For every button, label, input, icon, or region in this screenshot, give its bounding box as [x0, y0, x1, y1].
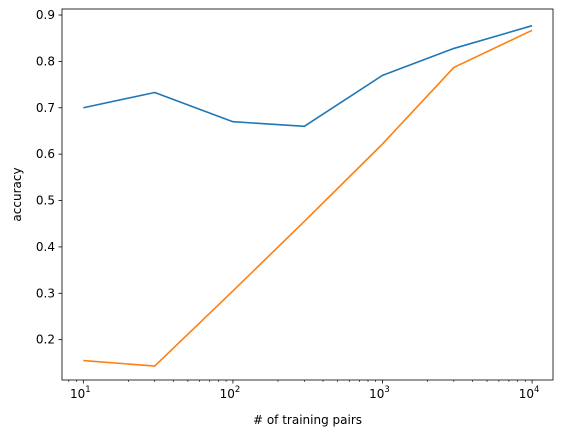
y-tick-label: 0.6 — [36, 147, 55, 161]
y-tick-label: 0.8 — [36, 54, 55, 68]
y-tick-label: 0.2 — [36, 333, 55, 347]
x-axis-title: # of training pairs — [253, 413, 362, 427]
x-tick-label: 104 — [519, 385, 540, 401]
y-tick-label: 0.5 — [36, 194, 55, 208]
y-tick-label: 0.4 — [36, 240, 55, 254]
x-tick-label: 101 — [70, 385, 91, 401]
x-tick-label: 102 — [220, 385, 241, 401]
series-2-line — [83, 29, 533, 367]
x-axis-ticks: 101 102 103 104 — [68, 380, 540, 401]
y-axis-title: accuracy — [10, 167, 24, 221]
x-tick-label: 103 — [369, 385, 390, 401]
series-1-line — [83, 24, 533, 128]
y-tick-label: 0.7 — [36, 101, 55, 115]
y-axis-ticks: 0.2 0.3 0.4 0.5 0.6 0.7 0.8 0.9 — [36, 8, 62, 347]
axes-frame — [61, 8, 554, 381]
y-tick-label: 0.3 — [36, 286, 55, 300]
plot-lines — [83, 24, 533, 367]
y-tick-label: 0.9 — [36, 8, 55, 22]
